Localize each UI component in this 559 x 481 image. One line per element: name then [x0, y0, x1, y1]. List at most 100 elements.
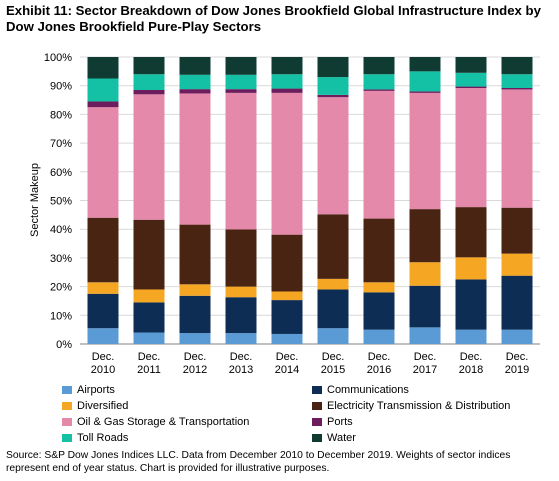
bar-segment	[179, 93, 211, 225]
bar-segment	[363, 218, 395, 283]
y-tick-label: 100%	[44, 52, 72, 64]
y-tick-label: 20%	[50, 282, 72, 294]
bar-segment	[179, 284, 211, 296]
legend-item: Ports	[312, 414, 353, 430]
x-tick-label: 2019	[505, 364, 529, 376]
x-tick-label: Dec.	[414, 351, 437, 363]
bar-segment	[133, 94, 165, 220]
y-tick-label: 50%	[50, 196, 72, 208]
x-tick-label: 2011	[137, 364, 161, 376]
bar-segment	[363, 292, 395, 330]
bar-segment	[133, 332, 165, 344]
bar-segment	[363, 89, 395, 91]
bar-segment	[317, 278, 349, 290]
y-tick-label: 10%	[50, 310, 72, 322]
bar-segment	[501, 87, 533, 90]
bar-segment	[455, 72, 487, 87]
bar-segment	[501, 207, 533, 254]
bar-segment	[225, 286, 257, 298]
x-tick-label: 2012	[183, 364, 207, 376]
bar-segment	[87, 282, 119, 294]
legend-item: Airports	[62, 382, 115, 398]
bar-segment	[363, 329, 395, 344]
bar-segment	[455, 279, 487, 330]
bar-segment	[179, 89, 211, 94]
y-tick-label: 30%	[50, 253, 72, 265]
x-tick-label: 2014	[275, 364, 299, 376]
legend-label: Ports	[327, 416, 353, 428]
bar-segment	[133, 90, 165, 95]
y-tick-label: 0%	[56, 339, 72, 351]
bar-segment	[225, 89, 257, 93]
bar-segment	[271, 57, 303, 75]
y-tick-label: 40%	[50, 224, 72, 236]
bar-segment	[179, 295, 211, 334]
bar-segment	[87, 293, 119, 329]
bar-segment	[271, 74, 303, 89]
bar-segment	[225, 333, 257, 344]
bar-segment	[317, 57, 349, 78]
legend-item: Diversified	[62, 398, 128, 414]
bar-segment	[363, 57, 395, 75]
bar-segment	[179, 224, 211, 285]
y-tick-label: 90%	[50, 81, 72, 93]
bar-segment	[271, 291, 303, 301]
bar-segment	[501, 89, 533, 208]
legend-item: Oil & Gas Storage & Transportation	[62, 414, 249, 430]
bar-segment	[225, 229, 257, 287]
bar-segment	[409, 91, 441, 93]
x-tick-label: 2016	[367, 364, 391, 376]
chart-title: Exhibit 11: Sector Breakdown of Dow Jone…	[6, 3, 541, 34]
bar-segment	[87, 217, 119, 283]
bar-segment	[409, 285, 441, 328]
x-tick-label: Dec.	[460, 351, 483, 363]
bar-segment	[501, 57, 533, 75]
bar-segment	[225, 92, 257, 230]
bar-segment	[133, 219, 165, 290]
legend-swatch	[312, 402, 322, 410]
legend-swatch	[312, 418, 322, 426]
x-tick-label: 2017	[413, 364, 437, 376]
bar-segment	[133, 57, 165, 75]
legend-item: Communications	[312, 382, 409, 398]
legend-swatch	[312, 434, 322, 442]
x-tick-label: 2015	[321, 364, 345, 376]
bar-segment	[87, 78, 119, 102]
bar-segment	[455, 57, 487, 73]
x-tick-label: Dec.	[368, 351, 391, 363]
bar-segment	[501, 253, 533, 276]
bar-segment	[133, 289, 165, 303]
legend-label: Airports	[77, 384, 115, 396]
bar-segment	[271, 92, 303, 235]
bar-segment	[87, 107, 119, 218]
bar-segment	[317, 77, 349, 95]
x-tick-label: Dec.	[184, 351, 207, 363]
x-tick-label: 2013	[229, 364, 253, 376]
bar-segment	[363, 282, 395, 293]
legend-swatch	[62, 402, 72, 410]
bar-segment	[87, 101, 119, 108]
x-tick-label: 2010	[91, 364, 115, 376]
x-tick-label: 2018	[459, 364, 483, 376]
bar-segment	[225, 74, 257, 90]
bar-segment	[501, 74, 533, 88]
bar-segment	[317, 94, 349, 98]
x-tick-label: Dec.	[92, 351, 115, 363]
y-tick-label: 80%	[50, 109, 72, 121]
legend-label: Oil & Gas Storage & Transportation	[77, 416, 250, 428]
bar-segment	[409, 262, 441, 286]
legend-label: Water	[327, 432, 356, 444]
bar-segment	[271, 234, 303, 292]
bar-segment	[179, 333, 211, 344]
bar-segment	[87, 328, 119, 344]
bar-segment	[179, 74, 211, 90]
x-tick-label: Dec.	[322, 351, 345, 363]
legend-swatch	[62, 418, 72, 426]
bar-segment	[133, 302, 165, 333]
bar-segment	[271, 333, 303, 344]
bar-segment	[455, 207, 487, 258]
bar-segment	[317, 328, 349, 344]
bar-segment	[317, 289, 349, 329]
y-axis-label: Sector Makeup	[29, 163, 41, 237]
bar-segment	[271, 300, 303, 334]
